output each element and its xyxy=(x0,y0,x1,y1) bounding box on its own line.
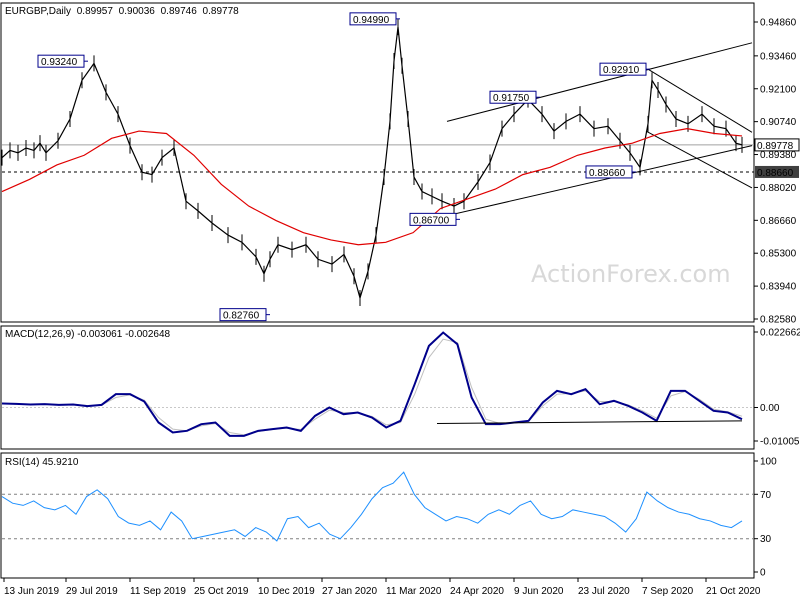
current-price-tag xyxy=(754,138,800,152)
macd-ytick-label: -0.010052 xyxy=(760,437,800,448)
macd-ytick-label: 0.022662 xyxy=(760,327,800,338)
rsi-ytick-label: 100 xyxy=(760,457,777,468)
price-ytick-label: 0.90740 xyxy=(760,117,797,128)
price-series xyxy=(1,19,743,306)
macd-ytick-label: 0.00 xyxy=(760,403,780,414)
macd-trendline xyxy=(436,420,743,425)
rsi-y-axis: 100 70 30 0 xyxy=(2,457,777,579)
price-ytick-label: 0.82580 xyxy=(760,315,797,326)
x-tick-label: 23 Jul 2020 xyxy=(578,586,630,597)
price-ytick-label: 0.93460 xyxy=(760,51,797,62)
macd-line xyxy=(1,331,743,437)
price-label: 0.82760 xyxy=(223,311,260,322)
support-price-tag xyxy=(755,165,799,178)
rsi-title: RSI(14) 45.9210 xyxy=(5,457,79,468)
trend-channels xyxy=(409,42,753,225)
macd-series xyxy=(1,331,743,437)
sma-series xyxy=(1,128,743,246)
x-tick-label: 25 Oct 2019 xyxy=(194,586,249,597)
ohlc-low: 0.89746 xyxy=(161,6,198,17)
price-label: 0.92910 xyxy=(603,65,640,76)
x-tick-label: 11 Mar 2020 xyxy=(386,586,442,597)
price-ytick-label: 0.92100 xyxy=(760,84,797,95)
x-tick-label: 11 Sep 2019 xyxy=(130,586,186,597)
price-label: 0.91750 xyxy=(493,93,530,104)
current-price-tag-label: 0.89778 xyxy=(757,141,794,152)
x-tick-label: 24 Apr 2020 xyxy=(450,586,504,597)
price-label: 0.93240 xyxy=(41,57,78,68)
x-tick-label: 27 Jan 2020 xyxy=(322,586,377,597)
price-ytick-label: 0.86660 xyxy=(760,216,797,227)
macd-y-axis: 0.022662 0.00 -0.010052 xyxy=(2,327,800,448)
chart-title-symbol: EURGBP,Daily xyxy=(5,6,71,17)
x-tick-label: 7 Sep 2020 xyxy=(642,586,694,597)
support-price-tag-label: 0.88660 xyxy=(757,168,794,179)
price-labels: 0.93240 0.94990 0.82760 0.86700 0.91750 0.929… xyxy=(37,12,650,322)
rsi-series xyxy=(1,471,743,542)
falling-channel-lower-line xyxy=(645,130,753,189)
x-tick-label: 9 Jun 2020 xyxy=(514,586,564,597)
chart-title: EURGBP,Daily 0.89957 0.90036 0.89746 0.8… xyxy=(5,6,239,17)
x-tick-label: 21 Oct 2020 xyxy=(706,586,761,597)
ohlc-open: 0.89957 xyxy=(77,6,114,17)
sma-line xyxy=(1,128,743,246)
rsi-ytick-label: 70 xyxy=(760,490,772,501)
watermark: ActionForex.com xyxy=(531,260,731,288)
rsi-panel xyxy=(0,452,755,579)
rsi-line xyxy=(1,471,743,542)
price-label: 0.88660 xyxy=(589,168,626,179)
price-panel xyxy=(0,2,755,323)
x-tick-label: 10 Dec 2019 xyxy=(258,586,315,597)
price-ytick-label: 0.83940 xyxy=(760,282,797,293)
rsi-ytick-label: 0 xyxy=(760,568,766,579)
ohlc-close: 0.89778 xyxy=(203,6,240,17)
price-ytick-label: 0.94860 xyxy=(760,18,797,29)
price-label: 0.86700 xyxy=(413,215,450,226)
ohlc-high: 0.90036 xyxy=(119,6,156,17)
price-y-axis: 0.94860 0.93460 0.92100 0.90740 0.89380 0.880… xyxy=(754,18,800,326)
x-axis: 13 Jun 2019 29 Jul 2019 11 Sep 2019 25 Oct … xyxy=(3,578,761,597)
channel-lower-line xyxy=(409,145,753,225)
x-tick-label: 13 Jun 2019 xyxy=(4,586,59,597)
macd-panel xyxy=(0,325,755,450)
channel-upper-line xyxy=(446,42,753,122)
falling-channel-upper-line xyxy=(647,68,753,133)
price-label: 0.94990 xyxy=(353,15,390,26)
price-ytick-label: 0.88020 xyxy=(760,183,797,194)
price-ytick-label: 0.85300 xyxy=(760,249,797,260)
macd-title: MACD(12,26,9) -0.003061 -0.002648 xyxy=(5,329,171,340)
price-ytick-label: 0.89380 xyxy=(760,150,797,161)
rsi-ytick-label: 30 xyxy=(760,534,772,545)
x-tick-label: 29 Jul 2019 xyxy=(66,586,118,597)
